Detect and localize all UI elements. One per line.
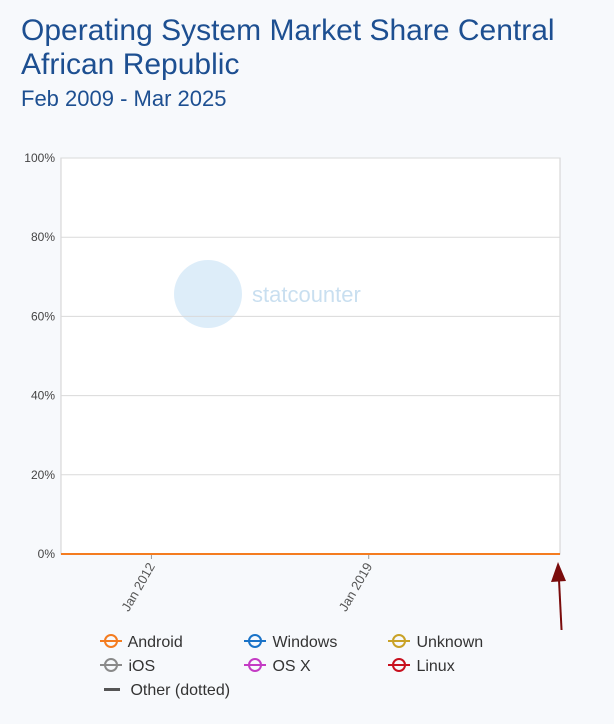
legend-label-windows: Windows bbox=[272, 634, 338, 651]
watermark-logo bbox=[174, 260, 242, 328]
legend-item-windows[interactable]: Windows bbox=[244, 632, 338, 654]
y-tick-label: 80% bbox=[31, 230, 55, 244]
legend-marker-ios bbox=[100, 658, 122, 672]
legend-item-other[interactable]: Other (dotted) bbox=[104, 680, 230, 702]
y-tick-label: 0% bbox=[38, 547, 56, 561]
legend-label-ios: iOS bbox=[128, 658, 156, 675]
x-tick-label: Jan 2019 bbox=[336, 560, 376, 614]
legend-label-android: Android bbox=[127, 634, 183, 651]
legend-marker-linux bbox=[388, 658, 410, 672]
chart-title: Operating System Market Share Central Af… bbox=[21, 14, 555, 81]
legend-item-osx[interactable]: OS X bbox=[244, 656, 311, 678]
legend-marker-windows bbox=[244, 634, 266, 648]
legend-label-osx: OS X bbox=[272, 658, 311, 675]
annotation-arrow-line bbox=[558, 579, 563, 630]
legend-item-android[interactable]: Android bbox=[100, 632, 183, 654]
watermark-text: statcounter bbox=[252, 282, 361, 307]
legend-item-ios[interactable]: iOS bbox=[100, 656, 156, 678]
legend-label-linux: Linux bbox=[416, 658, 455, 675]
legend-label-unknown: Unknown bbox=[416, 634, 484, 651]
y-tick-label: 40% bbox=[31, 389, 55, 403]
legend-item-linux[interactable]: Linux bbox=[388, 656, 455, 678]
legend-label-other: Other (dotted) bbox=[130, 682, 231, 699]
annotation-arrow-head bbox=[551, 562, 566, 582]
legend-marker-osx bbox=[244, 658, 266, 672]
y-tick-label: 60% bbox=[31, 309, 55, 323]
x-tick-label: Jan 2012 bbox=[118, 560, 158, 614]
legend-marker-android bbox=[100, 634, 122, 648]
y-tick-label: 20% bbox=[31, 468, 55, 482]
line-chart: statcounter 0% 20% 40% 60% 80% 100% Jan 2012 Jan… bbox=[24, 151, 566, 630]
legend-marker-other bbox=[104, 688, 120, 691]
legend-marker-unknown bbox=[388, 634, 410, 648]
chart-subtitle: Feb 2009 - Mar 2025 bbox=[21, 86, 227, 111]
legend-item-unknown[interactable]: Unknown bbox=[388, 632, 484, 654]
y-tick-label: 100% bbox=[24, 151, 55, 165]
plot-area bbox=[60, 157, 561, 555]
